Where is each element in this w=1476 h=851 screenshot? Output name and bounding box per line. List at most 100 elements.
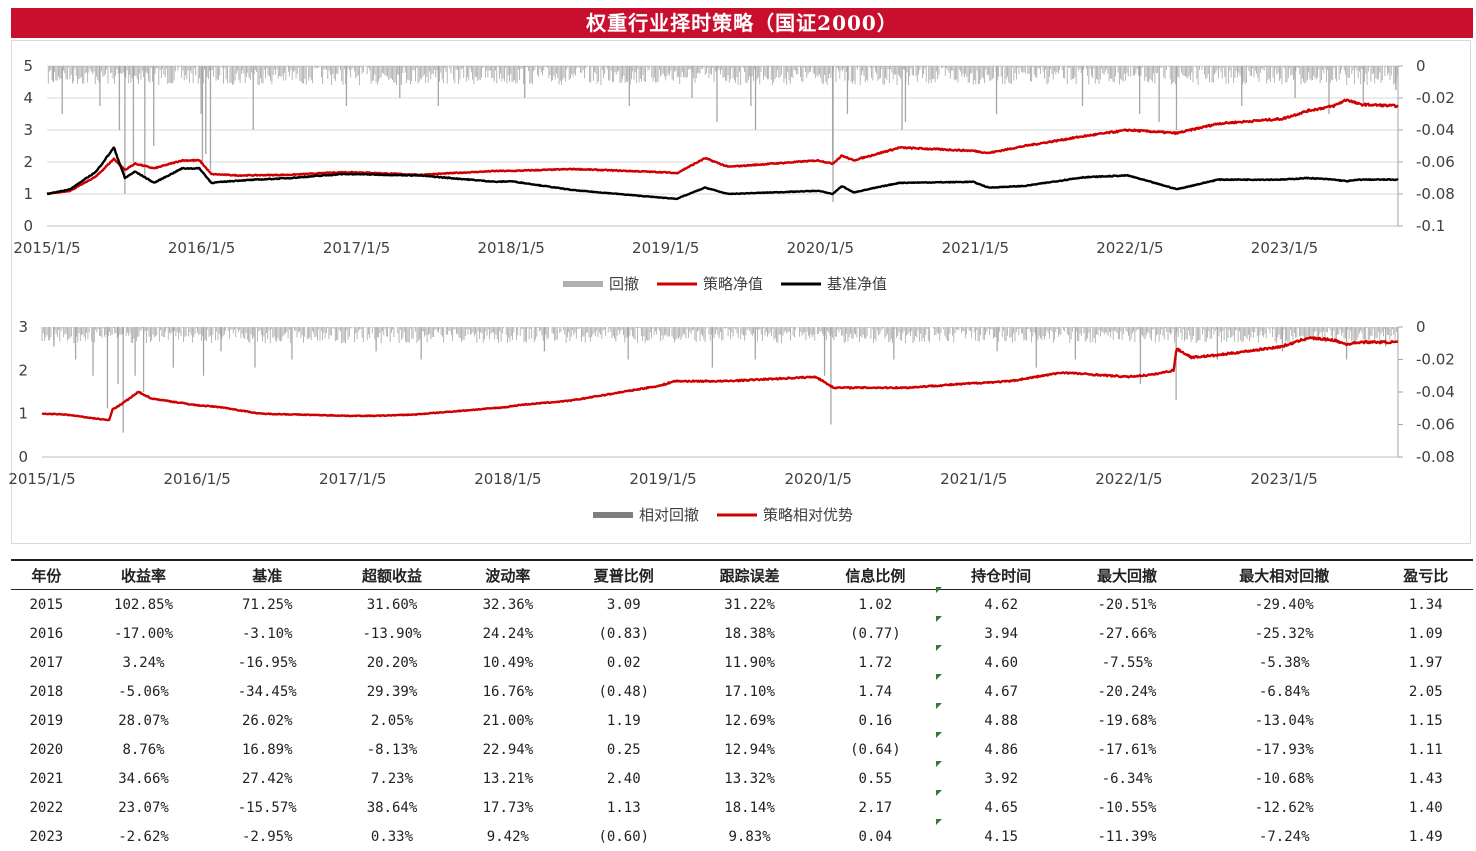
table-cell: (0.48) — [561, 677, 687, 706]
table-cell: 2.05 — [1379, 677, 1473, 706]
table-cell: 0.04 — [812, 822, 938, 851]
table-cell: 3.92 — [938, 764, 1064, 793]
legend-label-strategy: 策略相对优势 — [763, 506, 853, 524]
table-header-cell: 波动率 — [455, 560, 561, 590]
table-cell: 32.36% — [455, 590, 561, 620]
legend-label-drawdown: 相对回撤 — [639, 506, 699, 524]
table-cell: 1.02 — [812, 590, 938, 620]
x-tick-label: 2016/1/5 — [163, 470, 230, 488]
table-cell: 2018 — [11, 677, 82, 706]
table-cell: -3.10% — [205, 619, 329, 648]
table-cell: 4.62 — [938, 590, 1064, 620]
y-left-tick-label: 3 — [23, 121, 33, 139]
table-cell: 3.09 — [561, 590, 687, 620]
flag-icon — [936, 790, 942, 796]
table-cell: (0.60) — [561, 822, 687, 851]
table-cell: -17.00% — [82, 619, 206, 648]
x-tick-label: 2021/1/5 — [940, 470, 1007, 488]
table-cell: 13.21% — [455, 764, 561, 793]
y-left-tick-label: 3 — [18, 318, 28, 336]
table-cell: 7.23% — [329, 764, 455, 793]
x-tick-label: 2019/1/5 — [629, 470, 696, 488]
y-left-tick-label: 5 — [23, 57, 33, 75]
table-cell: 8.76% — [82, 735, 206, 764]
table-cell: 38.64% — [329, 793, 455, 822]
table-cell: 4.86 — [938, 735, 1064, 764]
table-cell: -20.24% — [1064, 677, 1190, 706]
y-right-tick-label: -0.08 — [1416, 448, 1455, 466]
table-cell: 4.15 — [938, 822, 1064, 851]
table-cell: 1.49 — [1379, 822, 1473, 851]
stats-table: 年份收益率基准超额收益波动率夏普比例跟踪误差信息比例持仓时间最大回撤最大相对回撤… — [11, 559, 1473, 851]
table-cell: -10.55% — [1064, 793, 1190, 822]
table-cell: 1.19 — [561, 706, 687, 735]
legend-label-drawdown: 回撤 — [609, 275, 639, 293]
table-cell: 13.32% — [687, 764, 813, 793]
table-row: 2023-2.62%-2.95%0.33%9.42%(0.60)9.83%0.0… — [11, 822, 1473, 851]
y-right-tick-label: -0.04 — [1416, 383, 1455, 401]
y-right-tick-label: -0.06 — [1416, 416, 1455, 434]
table-header-cell: 基准 — [205, 560, 329, 590]
flag-icon — [936, 761, 942, 767]
table-cell: 0.33% — [329, 822, 455, 851]
table-cell: -7.24% — [1190, 822, 1379, 851]
x-tick-label: 2015/1/5 — [13, 239, 80, 257]
table-cell: 12.69% — [687, 706, 813, 735]
table-cell: 1.72 — [812, 648, 938, 677]
table-header-cell: 跟踪误差 — [687, 560, 813, 590]
table-cell: 1.40 — [1379, 793, 1473, 822]
x-tick-label: 2017/1/5 — [323, 239, 390, 257]
table-header-cell: 持仓时间 — [938, 560, 1064, 590]
legend-label-benchmark: 基准净值 — [827, 275, 887, 293]
flag-icon — [936, 587, 942, 593]
table-cell: 9.42% — [455, 822, 561, 851]
table-cell: 2016 — [11, 619, 82, 648]
y-left-tick-label: 1 — [23, 185, 33, 203]
table-cell: 2021 — [11, 764, 82, 793]
table-cell: 0.02 — [561, 648, 687, 677]
table-cell: 26.02% — [205, 706, 329, 735]
table-cell: -27.66% — [1064, 619, 1190, 648]
table-cell: 2.40 — [561, 764, 687, 793]
table-header-row: 年份收益率基准超额收益波动率夏普比例跟踪误差信息比例持仓时间最大回撤最大相对回撤… — [11, 560, 1473, 590]
table-cell: 24.24% — [455, 619, 561, 648]
flag-icon — [936, 732, 942, 738]
x-tick-label: 2019/1/5 — [632, 239, 699, 257]
y-right-tick-label: 0 — [1416, 57, 1426, 75]
x-tick-label: 2022/1/5 — [1095, 470, 1162, 488]
series-line-0 — [42, 337, 1398, 420]
table-cell: 1.11 — [1379, 735, 1473, 764]
table-cell: 2017 — [11, 648, 82, 677]
table-cell: 3.94 — [938, 619, 1064, 648]
table-cell: -10.68% — [1190, 764, 1379, 793]
table-cell: 21.00% — [455, 706, 561, 735]
table-cell: -20.51% — [1064, 590, 1190, 620]
table-cell: -11.39% — [1064, 822, 1190, 851]
table-header-cell: 最大回撤 — [1064, 560, 1190, 590]
table-cell: 12.94% — [687, 735, 813, 764]
table-cell: 0.16 — [812, 706, 938, 735]
table-cell: 18.38% — [687, 619, 813, 648]
table-cell: -2.62% — [82, 822, 206, 851]
table-cell: 2019 — [11, 706, 82, 735]
table-header-cell: 信息比例 — [812, 560, 938, 590]
x-tick-label: 2023/1/5 — [1251, 239, 1318, 257]
table-cell: -8.13% — [329, 735, 455, 764]
table-cell: 23.07% — [82, 793, 206, 822]
table-cell: 31.22% — [687, 590, 813, 620]
table-cell: 0.55 — [812, 764, 938, 793]
table-header-cell: 收益率 — [82, 560, 206, 590]
table-header-cell: 最大相对回撤 — [1190, 560, 1379, 590]
x-tick-label: 2016/1/5 — [168, 239, 235, 257]
y-right-tick-label: -0.02 — [1416, 351, 1455, 369]
table-cell: 1.15 — [1379, 706, 1473, 735]
table-cell: 22.94% — [455, 735, 561, 764]
table-cell: -13.04% — [1190, 706, 1379, 735]
table-header-cell: 年份 — [11, 560, 82, 590]
flag-icon — [936, 819, 942, 825]
y-right-tick-label: -0.1 — [1416, 217, 1445, 235]
table-cell: 4.65 — [938, 793, 1064, 822]
